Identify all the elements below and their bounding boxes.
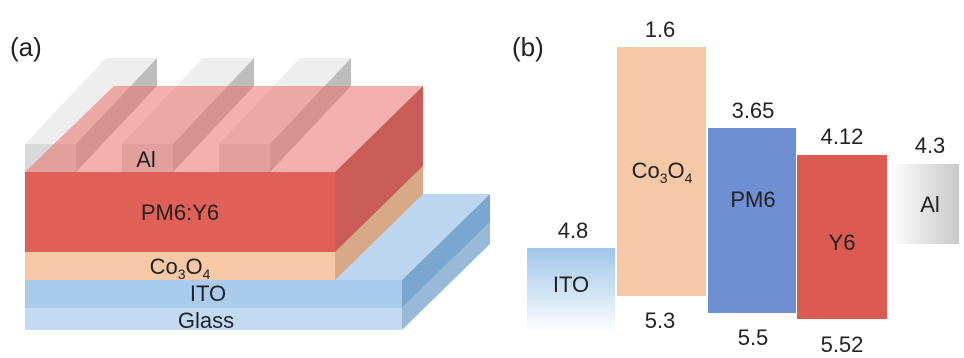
glass-layer: [25, 222, 490, 330]
ito-work-function: 4.8: [558, 218, 589, 243]
al-level-label: Al: [920, 192, 940, 217]
co3o4-label: Co3O4: [150, 254, 211, 282]
panel-label-b: (b): [512, 32, 544, 62]
active-layer: [25, 86, 423, 252]
active-layer-top-face: [25, 86, 423, 172]
ito-label: ITO: [190, 281, 226, 306]
pm6-level-label: PM6: [730, 187, 775, 212]
pm6-level-bar: [708, 128, 796, 313]
pm6-lumo-value: 3.65: [732, 98, 775, 123]
energy-level-diagram: (b) 4.8 ITO 1.6 5.3 Co3O4 3.65 5.5 PM6 4…: [512, 17, 959, 357]
co3o4-vb-value: 5.3: [645, 308, 676, 333]
ito-level-label: ITO: [553, 272, 589, 297]
co3o4-level-bar: [617, 47, 706, 296]
y6-level-bar: [797, 155, 887, 319]
al-level-bar: [889, 164, 959, 244]
co3o4-cb-value: 1.6: [645, 17, 676, 42]
pm6-homo-value: 5.5: [738, 325, 769, 350]
y6-level-label: Y6: [829, 230, 856, 255]
panel-label-a: (a): [10, 32, 42, 62]
al-work-function: 4.3: [915, 133, 946, 158]
pm6y6-label: PM6:Y6: [141, 200, 219, 225]
glass-label: Glass: [178, 308, 234, 333]
co3o4-level-label: Co3O4: [632, 158, 693, 186]
y6-lumo-value: 4.12: [821, 124, 864, 149]
ito-level-bar: [527, 248, 615, 334]
device-stack-diagram: (a): [10, 32, 490, 333]
y6-homo-value: 5.52: [821, 332, 864, 357]
co3o4-layer: [25, 166, 423, 280]
al-label: Al: [136, 147, 156, 172]
